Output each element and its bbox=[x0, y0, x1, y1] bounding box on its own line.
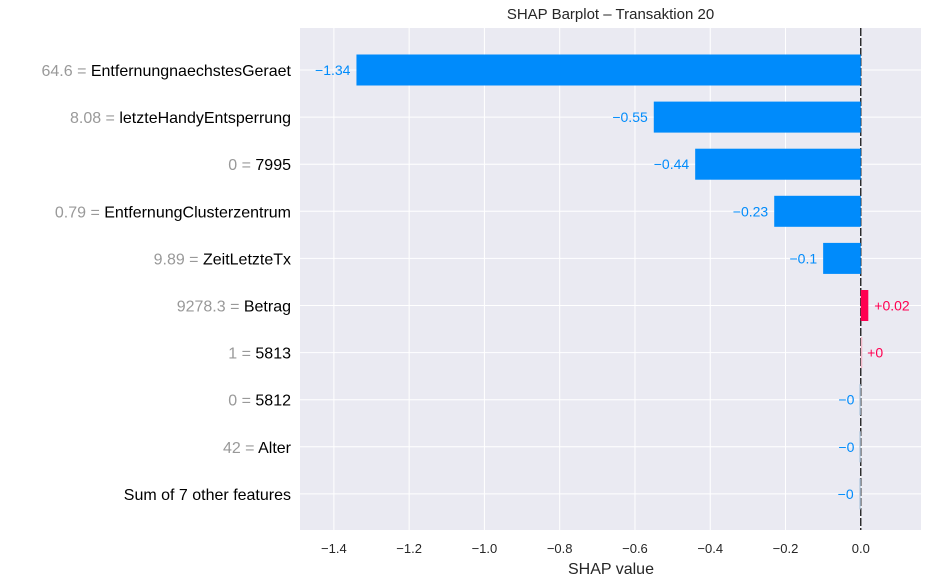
feature-name: 7995 bbox=[255, 157, 291, 174]
bar bbox=[860, 290, 869, 321]
x-tick-label: −0.2 bbox=[773, 541, 799, 556]
value-label: +0.02 bbox=[874, 298, 910, 314]
feature-label: 42 = Alter bbox=[223, 440, 292, 457]
feature-label: 1 = 5813 bbox=[228, 346, 291, 363]
value-label: −0.1 bbox=[790, 250, 818, 266]
bar bbox=[859, 431, 861, 463]
x-tick-label: −0.6 bbox=[622, 541, 648, 556]
bar bbox=[859, 384, 861, 416]
value-labels: −1.34 −0.55 −0.44 −0.23 −0.1 +0.02 +0 −0 −0 −0 bbox=[315, 62, 910, 502]
bar bbox=[653, 101, 861, 133]
feature-label: 9278.3 = Betrag bbox=[177, 299, 291, 316]
feature-value: 42 = bbox=[223, 440, 258, 457]
feature-value: 9278.3 = bbox=[177, 299, 244, 316]
feature-value: 9.89 = bbox=[154, 251, 203, 268]
feature-name: Sum of 7 other features bbox=[124, 487, 291, 504]
feature-name: EntfernungnaechstesGeraet bbox=[91, 63, 292, 80]
value-label: −0.55 bbox=[612, 109, 648, 125]
bar bbox=[774, 195, 861, 227]
feature-value: 0 = bbox=[228, 393, 255, 410]
x-tick-label: 0.0 bbox=[852, 541, 870, 556]
feature-label: 0.79 = EntfernungClusterzentrum bbox=[55, 204, 291, 221]
bar bbox=[859, 478, 861, 510]
feature-name: Alter bbox=[258, 440, 292, 457]
feature-name: letzteHandyEntsperrung bbox=[119, 110, 291, 127]
feature-label: 0 = 7995 bbox=[228, 157, 291, 174]
feature-labels: 64.6 = EntfernungnaechstesGeraet 8.08 = l… bbox=[41, 63, 291, 504]
feature-label: 0 = 5812 bbox=[228, 393, 291, 410]
value-label: −0 bbox=[838, 439, 854, 455]
value-label: −0.23 bbox=[733, 203, 769, 219]
x-tick-label: −1.4 bbox=[321, 541, 347, 556]
feature-value: 0 = bbox=[228, 157, 255, 174]
bar bbox=[695, 148, 861, 180]
bar bbox=[823, 242, 861, 274]
x-tick-label: −0.4 bbox=[697, 541, 723, 556]
value-label: +0 bbox=[867, 345, 883, 361]
feature-value: 64.6 = bbox=[41, 63, 90, 80]
x-tick-label: −1.0 bbox=[472, 541, 498, 556]
feature-value: 0.79 = bbox=[55, 204, 104, 221]
value-label: −1.34 bbox=[315, 62, 351, 78]
chart-title: SHAP Barplot – Transaktion 20 bbox=[506, 6, 715, 23]
x-tick-label: −0.8 bbox=[547, 541, 573, 556]
feature-value: 1 = bbox=[228, 346, 255, 363]
x-axis-label: SHAP value bbox=[568, 561, 654, 578]
bars bbox=[356, 54, 869, 510]
feature-name: ZeitLetzteTx bbox=[203, 251, 291, 268]
feature-name: 5813 bbox=[255, 346, 291, 363]
feature-value: 8.08 = bbox=[70, 110, 119, 127]
feature-label: 8.08 = letzteHandyEntsperrung bbox=[70, 110, 291, 127]
x-tick-labels: −1.4 −1.2 −1.0 −0.8 −0.6 −0.4 −0.2 0.0 bbox=[321, 541, 870, 556]
feature-name: 5812 bbox=[255, 393, 291, 410]
x-tick-label: −1.2 bbox=[396, 541, 422, 556]
feature-label: 64.6 = EntfernungnaechstesGeraet bbox=[41, 63, 291, 80]
feature-label: Sum of 7 other features bbox=[124, 487, 291, 504]
value-label: −0 bbox=[838, 392, 854, 408]
value-label: −0.44 bbox=[654, 156, 690, 172]
feature-name: EntfernungClusterzentrum bbox=[104, 204, 291, 221]
bar bbox=[356, 54, 861, 86]
feature-label: 9.89 = ZeitLetzteTx bbox=[154, 251, 291, 268]
value-label: −0 bbox=[838, 486, 854, 502]
bar bbox=[860, 337, 863, 369]
feature-name: Betrag bbox=[244, 299, 291, 316]
